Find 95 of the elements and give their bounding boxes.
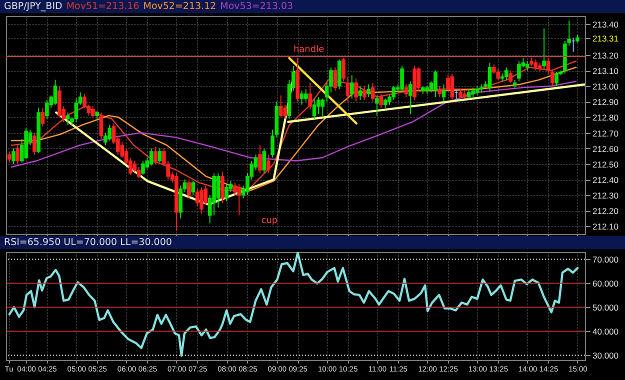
candlestick	[366, 84, 370, 98]
candlestick	[262, 148, 266, 174]
candlestick	[320, 98, 325, 118]
candlestick	[358, 86, 362, 101]
candlestick	[40, 107, 45, 128]
candlestick	[471, 87, 475, 98]
candlestick	[283, 104, 287, 120]
candlestick	[362, 86, 366, 101]
candlestick	[508, 70, 513, 84]
candlestick	[554, 72, 558, 87]
candlestick	[136, 166, 141, 178]
y-tick-label: 212.50	[592, 159, 619, 170]
candlestick	[542, 28, 546, 70]
candlestick	[53, 79, 58, 106]
candlestick	[216, 172, 220, 208]
candlestick	[224, 184, 228, 202]
y-tick-label: 212.30	[592, 190, 619, 201]
candlestick	[408, 80, 412, 115]
candlestick	[370, 82, 375, 102]
candlestick	[308, 82, 312, 110]
candlestick	[316, 96, 320, 115]
candlestick	[392, 86, 396, 101]
candlestick	[154, 146, 158, 164]
candlestick	[258, 144, 262, 174]
y-tick-label: 40.000	[592, 326, 619, 337]
candlestick	[434, 70, 438, 98]
candlestick	[350, 74, 354, 100]
y-tick-label: 212.20	[592, 206, 619, 216]
candlestick	[237, 184, 242, 216]
candlestick	[375, 94, 379, 116]
candlestick	[442, 84, 446, 102]
y-tick-label: 212.40	[592, 175, 619, 185]
candlestick	[400, 65, 404, 93]
candlestick	[438, 86, 442, 98]
candlestick	[504, 66, 508, 80]
candlestick	[538, 62, 542, 73]
candlestick	[534, 59, 538, 71]
candlestick	[517, 60, 521, 82]
text: Mov52=213.12	[143, 1, 216, 12]
y-tick-label: 30.000	[592, 350, 619, 361]
candlestick	[525, 60, 530, 71]
candlestick	[379, 93, 384, 108]
annotation: cup	[261, 216, 278, 226]
candlestick	[200, 186, 204, 214]
candlestick	[304, 88, 308, 102]
candlestick	[450, 73, 454, 101]
y-tick-label: 213.20	[592, 50, 619, 60]
candlestick	[32, 132, 36, 156]
y-tick-label: 70.000	[592, 254, 619, 265]
candlestick	[141, 160, 145, 176]
y-tick-label: 212.10	[592, 222, 619, 232]
line-series	[10, 80, 577, 168]
candlestick	[354, 78, 358, 102]
y-tick-label: 212.60	[592, 144, 619, 154]
candlestick	[220, 171, 224, 204]
candlestick	[108, 124, 112, 142]
candlestick	[7, 150, 12, 163]
candlestick	[458, 88, 462, 100]
candlestick	[187, 179, 191, 199]
text: Mov53=213.03	[220, 1, 294, 12]
y-tick-label: 50.000	[592, 302, 619, 313]
text: Mov51=213.16	[66, 1, 140, 12]
y-tick-label: 60.000	[592, 278, 619, 289]
candlestick	[12, 148, 16, 164]
candlestick	[404, 84, 408, 98]
y-tick-label: 212.90	[592, 97, 619, 108]
y-tick-label: 212.70	[592, 128, 619, 138]
candlestick	[45, 100, 49, 120]
candlestick	[466, 88, 471, 100]
candlestick	[99, 112, 104, 140]
candlestick	[266, 154, 270, 174]
y-tick-label: 213.10	[592, 66, 619, 76]
candlestick	[191, 180, 196, 196]
chart-title: GBP/JPY_BID	[4, 1, 62, 12]
candlestick	[158, 148, 162, 163]
candlestick	[278, 94, 283, 118]
candlestick	[178, 185, 182, 219]
y-tick-label: 213.40	[592, 19, 619, 30]
candlestick	[496, 68, 500, 80]
candlestick	[383, 98, 388, 108]
candlestick	[333, 66, 338, 92]
candlestick	[16, 144, 20, 164]
chart-title: RSI=65.950 UL=70.000 LL=30.000	[4, 237, 172, 248]
y-tick-label: 213.31	[592, 33, 619, 44]
y-tick-label: 213.00	[592, 82, 619, 92]
annotation: handle	[293, 44, 325, 55]
candlestick	[195, 188, 200, 206]
y-tick-label: 212.80	[592, 112, 619, 123]
candlestick	[149, 148, 154, 166]
candlestick	[300, 90, 304, 106]
candlestick	[90, 106, 95, 118]
candlestick	[488, 62, 492, 92]
line-series	[8, 252, 579, 357]
candlestick	[312, 98, 316, 120]
candlestick	[74, 98, 78, 122]
